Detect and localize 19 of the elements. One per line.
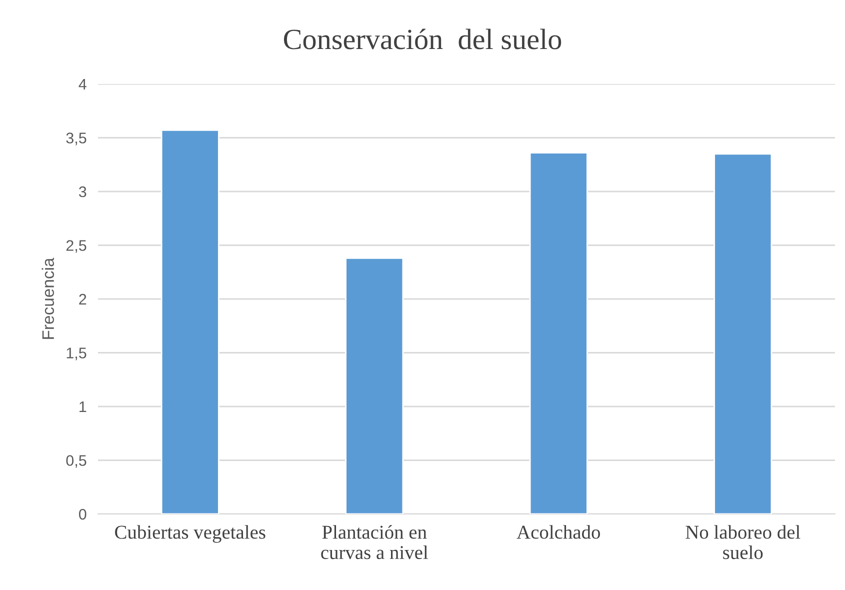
y-tick-label: 4 <box>78 79 86 90</box>
chart-title: Conservación del suelo <box>284 28 562 50</box>
bar <box>529 152 588 514</box>
y-tick-label: 2 <box>79 294 86 305</box>
y-tick-label: 1 <box>80 402 86 412</box>
bar <box>714 153 772 514</box>
x-tick-label: Acolchado <box>516 525 600 539</box>
x-tick-label: Cubiertas vegetales <box>115 525 266 543</box>
bar <box>345 257 404 514</box>
y-tick-label: 2,5 <box>66 240 86 253</box>
y-tick-label: 0,5 <box>66 455 86 468</box>
y-tick-label: 3,5 <box>66 132 86 146</box>
x-tick-label: No laboreo del suelo <box>686 525 800 560</box>
y-tick-label: 3 <box>78 186 86 198</box>
y-tick-label: 1,5 <box>66 348 86 360</box>
bar <box>160 130 220 514</box>
y-axis-title: Frecuencia <box>42 258 54 339</box>
x-tick-label: Plantación en curvas a nivel <box>321 525 428 560</box>
y-tick-label: 0 <box>78 508 86 520</box>
